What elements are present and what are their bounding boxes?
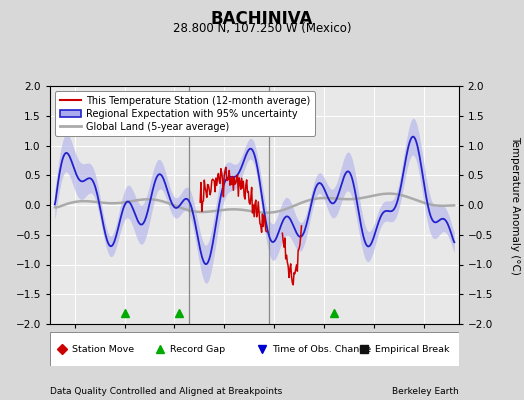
Text: BACHINIVA: BACHINIVA (211, 10, 313, 28)
Text: Empirical Break: Empirical Break (375, 344, 449, 354)
Text: Station Move: Station Move (72, 344, 134, 354)
Text: Berkeley Earth: Berkeley Earth (392, 387, 458, 396)
Text: Record Gap: Record Gap (170, 344, 225, 354)
Y-axis label: Temperature Anomaly (°C): Temperature Anomaly (°C) (509, 136, 520, 274)
Legend: This Temperature Station (12-month average), Regional Expectation with 95% uncer: This Temperature Station (12-month avera… (54, 91, 315, 136)
Text: Data Quality Controlled and Aligned at Breakpoints: Data Quality Controlled and Aligned at B… (50, 387, 282, 396)
FancyBboxPatch shape (50, 332, 458, 366)
Text: Time of Obs. Change: Time of Obs. Change (272, 344, 372, 354)
Text: 28.800 N, 107.250 W (Mexico): 28.800 N, 107.250 W (Mexico) (173, 22, 351, 35)
